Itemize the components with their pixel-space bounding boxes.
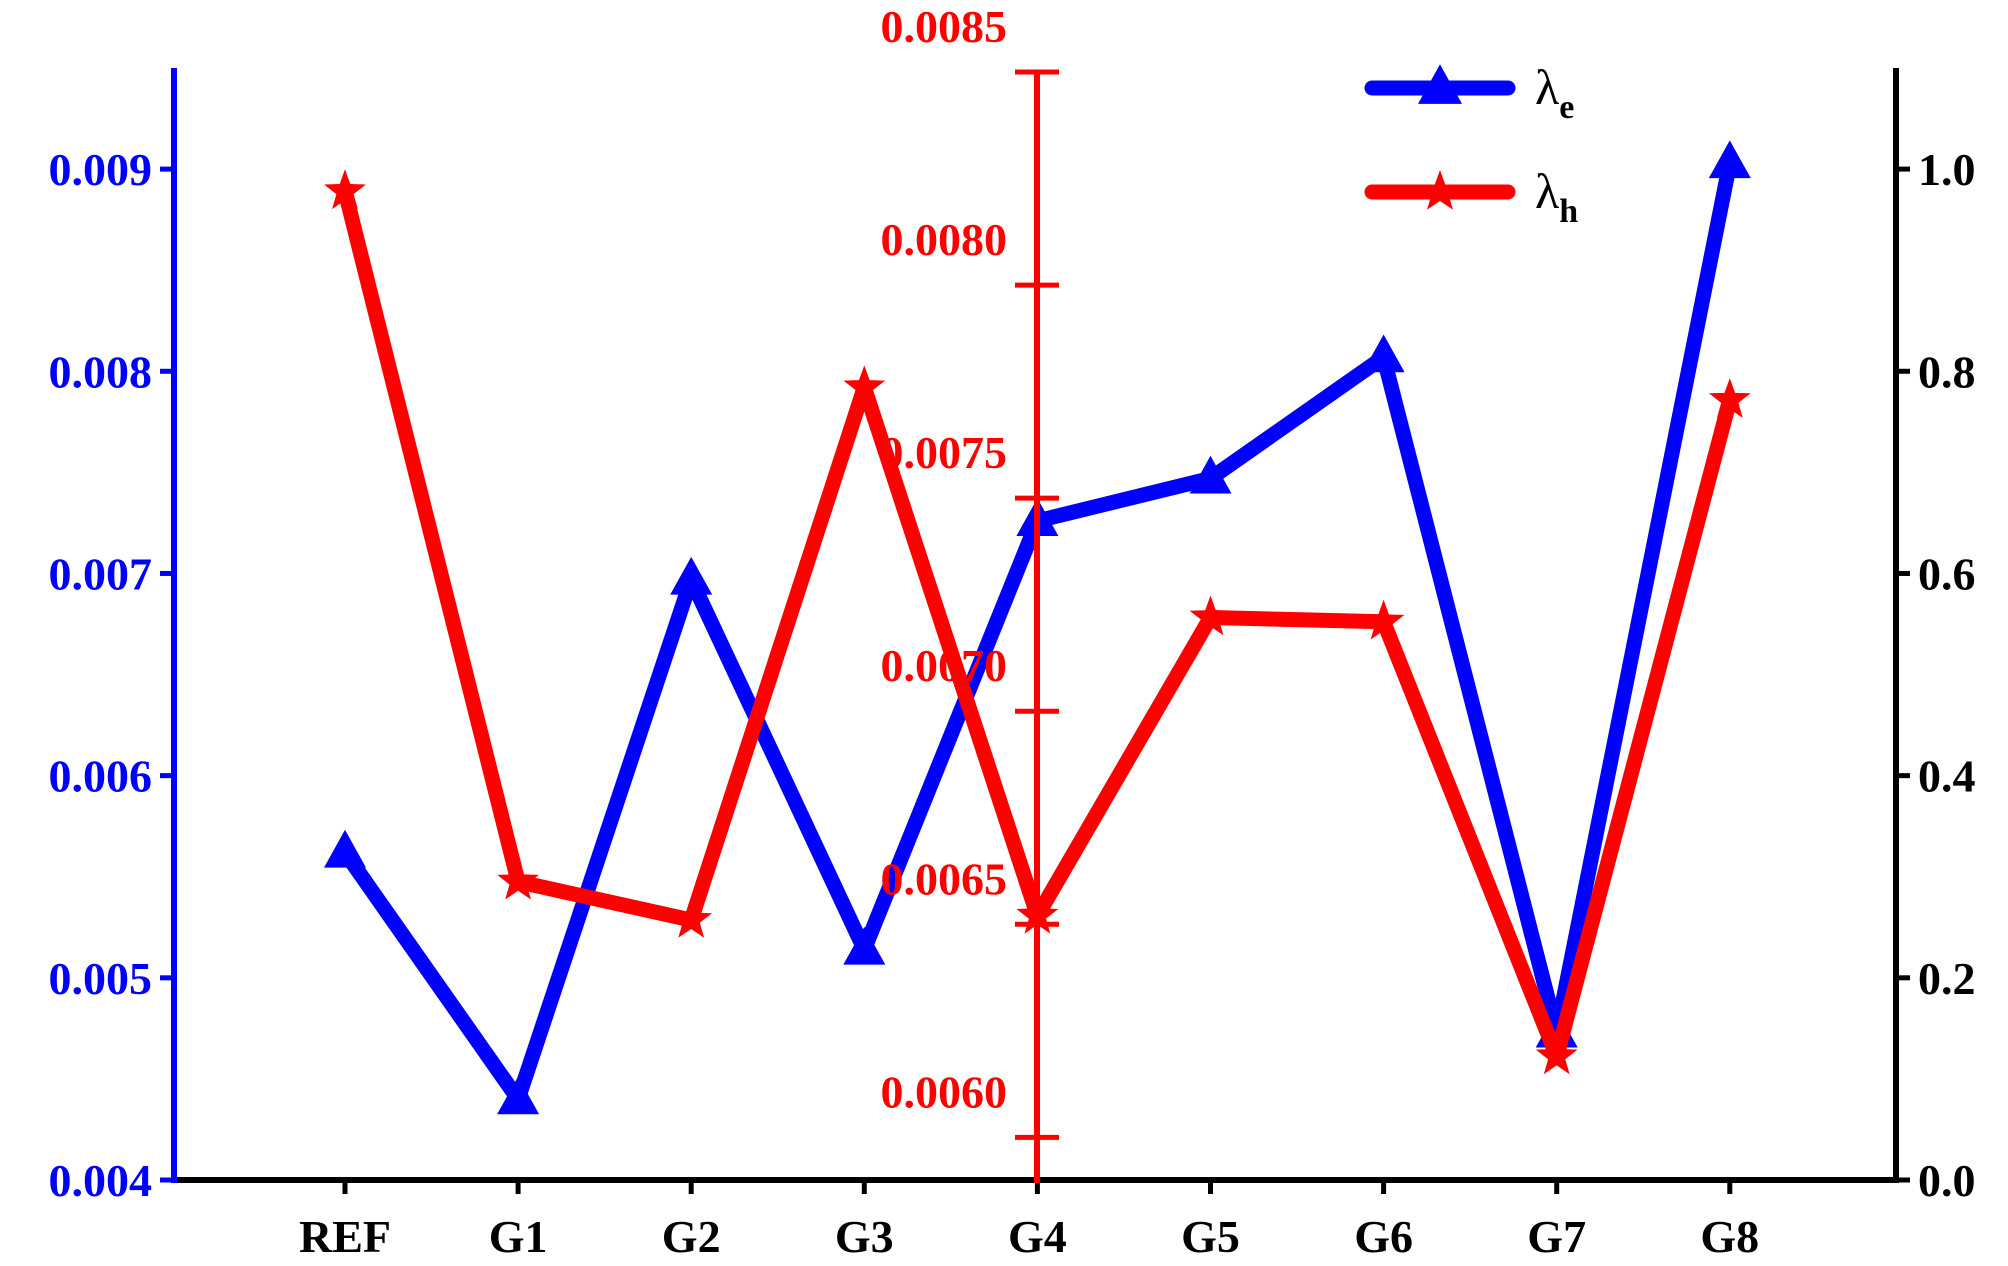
left-axis-tick-label: 0.009 [49,144,153,195]
right-axis-tick-label: 0.2 [1918,953,1976,1004]
left-axis-tick-label: 0.004 [49,1155,153,1206]
x-tick-label: G7 [1527,1211,1586,1262]
legend-label: λh [1535,163,1578,230]
data-point-star [324,169,366,210]
right-axis-tick-label: 0.6 [1918,548,1976,599]
data-point-triangle [1362,334,1405,373]
x-tick-label: G1 [489,1211,548,1262]
legend-label-subscript: h [1559,193,1578,230]
left-axis-tick-label: 0.006 [49,751,153,802]
data-point-triangle [843,926,886,965]
data-point-triangle [497,1076,540,1115]
right-axis-tick-label: 1.0 [1918,144,1976,195]
legend-label: λe [1535,59,1574,126]
x-tick-label: G5 [1181,1211,1240,1262]
data-point-triangle [1189,455,1232,494]
data-point-star [1708,378,1751,418]
right-axis-tick-label: 0.8 [1918,346,1976,397]
data-point-star [670,898,713,938]
left-axis-tick-label: 0.007 [49,548,153,599]
center-axis-tick-label: 0.0080 [881,214,1008,265]
data-point-star [1535,1034,1578,1075]
data-point-star [497,859,539,900]
data-point-triangle [1708,140,1751,179]
legend-label-subscript: e [1559,89,1574,126]
center-axis-tick-label: 0.0065 [881,853,1008,904]
x-tick-label: REF [299,1211,391,1262]
data-point-star [1189,595,1232,636]
center-axis-tick-label: 0.0060 [881,1066,1008,1117]
legend-marker-star [1419,170,1461,210]
x-tick-label: G2 [662,1211,721,1262]
left-axis-tick-label: 0.005 [49,953,153,1004]
x-tick-label: G4 [1008,1211,1067,1262]
data-point-star [843,365,886,406]
x-tick-label: G8 [1700,1211,1759,1262]
x-tick-label: G6 [1354,1211,1413,1262]
right-axis-tick-label: 0.4 [1918,751,1976,802]
center-axis-tick-label: 0.0085 [881,1,1008,52]
legend-label-symbol: λ [1535,59,1559,115]
x-tick-label: G3 [835,1211,894,1262]
right-axis-tick-label: 0.0 [1918,1155,1976,1206]
legend-marker-triangle [1418,64,1462,104]
legend-label-symbol: λ [1535,163,1559,219]
data-point-triangle [324,829,366,868]
data-point-star [1362,599,1405,640]
data-point-triangle [670,556,713,595]
left-axis-tick-label: 0.008 [49,346,153,397]
center-axis-tick-label: 0.0070 [881,640,1008,691]
center-axis-tick-label: 0.0075 [881,427,1008,478]
